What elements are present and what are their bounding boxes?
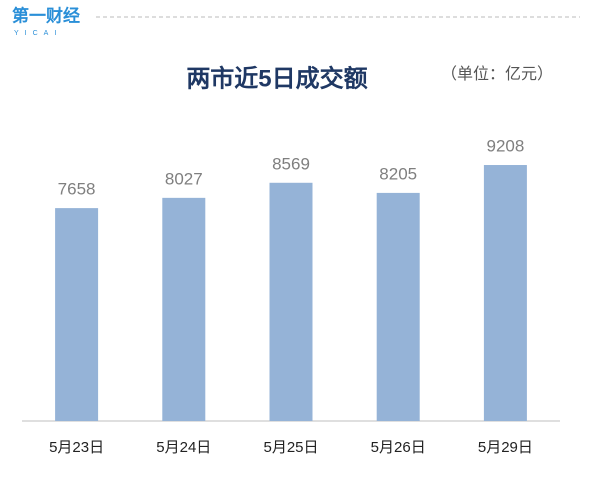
bar xyxy=(376,192,420,421)
value-label: 9208 xyxy=(486,137,524,156)
bar xyxy=(55,208,99,421)
bar xyxy=(162,197,206,421)
x-tick-label: 5月24日 xyxy=(156,439,211,456)
unit-label: （单位：亿元） xyxy=(441,65,553,83)
x-tick-label: 5月25日 xyxy=(263,439,318,456)
chart-title: 两市近5日成交额 xyxy=(186,64,367,92)
x-tick-label: 5月26日 xyxy=(371,439,426,456)
value-label: 8569 xyxy=(272,154,310,173)
value-label: 8205 xyxy=(379,164,417,183)
bar xyxy=(483,165,527,421)
x-tick-label: 5月29日 xyxy=(478,439,533,456)
logo-name: 第一财经 xyxy=(12,5,80,25)
logo-sub: YICAI xyxy=(14,30,62,37)
value-label: 7658 xyxy=(58,180,96,199)
value-label: 8027 xyxy=(165,169,203,188)
x-tick-label: 5月23日 xyxy=(49,439,104,456)
bar xyxy=(269,182,313,421)
